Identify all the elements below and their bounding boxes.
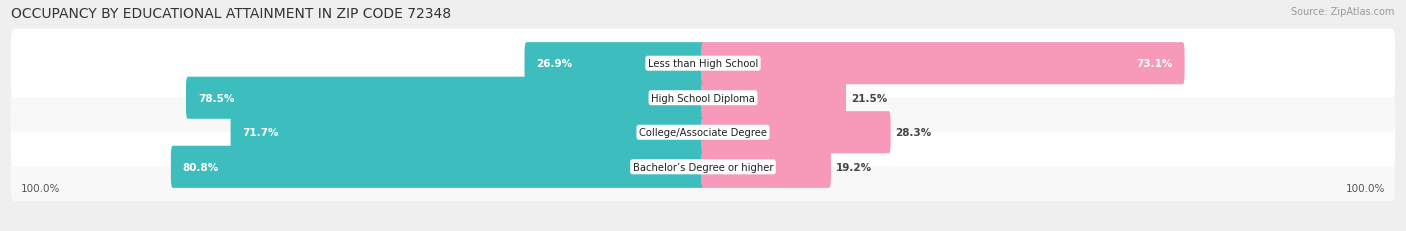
FancyBboxPatch shape (11, 64, 1395, 133)
FancyBboxPatch shape (702, 112, 890, 154)
FancyBboxPatch shape (11, 133, 1395, 201)
Text: Less than High School: Less than High School (648, 59, 758, 69)
Text: Source: ZipAtlas.com: Source: ZipAtlas.com (1291, 7, 1395, 17)
FancyBboxPatch shape (11, 30, 1395, 98)
FancyBboxPatch shape (231, 112, 704, 154)
Text: 80.8%: 80.8% (183, 162, 219, 172)
Text: High School Diploma: High School Diploma (651, 93, 755, 103)
FancyBboxPatch shape (11, 98, 1395, 167)
Text: OCCUPANCY BY EDUCATIONAL ATTAINMENT IN ZIP CODE 72348: OCCUPANCY BY EDUCATIONAL ATTAINMENT IN Z… (11, 7, 451, 21)
Text: 71.7%: 71.7% (242, 128, 278, 138)
FancyBboxPatch shape (524, 43, 704, 85)
FancyBboxPatch shape (702, 146, 831, 188)
Text: 28.3%: 28.3% (896, 128, 932, 138)
Text: 100.0%: 100.0% (21, 183, 60, 193)
Text: College/Associate Degree: College/Associate Degree (638, 128, 768, 138)
FancyBboxPatch shape (702, 43, 1185, 85)
Text: 21.5%: 21.5% (851, 93, 887, 103)
Text: 26.9%: 26.9% (536, 59, 572, 69)
FancyBboxPatch shape (172, 146, 704, 188)
FancyBboxPatch shape (186, 77, 704, 119)
Text: 73.1%: 73.1% (1136, 59, 1173, 69)
Text: 100.0%: 100.0% (1346, 183, 1385, 193)
Text: 78.5%: 78.5% (198, 93, 235, 103)
Text: Bachelor’s Degree or higher: Bachelor’s Degree or higher (633, 162, 773, 172)
FancyBboxPatch shape (702, 77, 846, 119)
Text: 19.2%: 19.2% (835, 162, 872, 172)
